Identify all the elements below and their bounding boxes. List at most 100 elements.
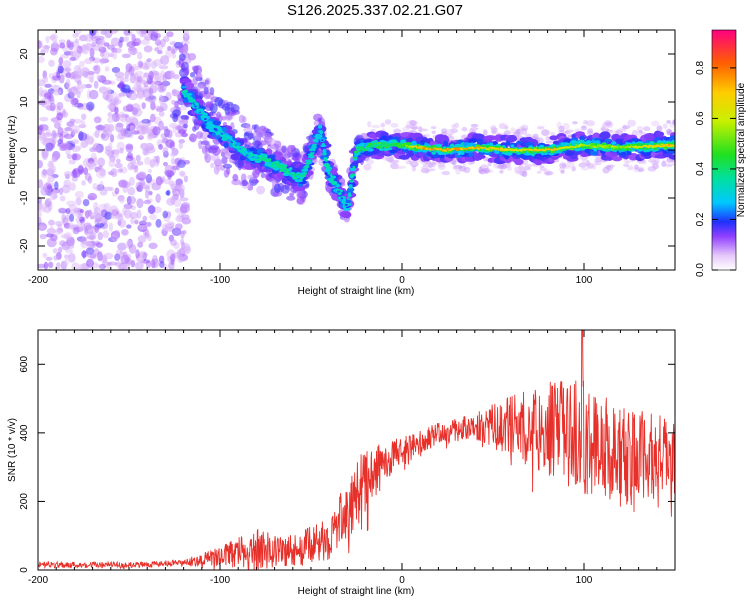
heatmap-cell bbox=[154, 47, 159, 52]
colorbar-gradient bbox=[711, 29, 737, 271]
heatmap-cell bbox=[142, 64, 149, 71]
heatmap-cell bbox=[200, 140, 210, 146]
heatmap-cell bbox=[40, 48, 46, 57]
heatmap-cell bbox=[193, 105, 198, 108]
heatmap-cell bbox=[119, 36, 125, 43]
heatmap-cell bbox=[143, 45, 153, 53]
heatmap-cell bbox=[84, 33, 94, 43]
heatmap-cell bbox=[136, 160, 144, 166]
heatmap-cell bbox=[158, 65, 169, 70]
heatmap-cell bbox=[269, 161, 273, 164]
heatmap-cell bbox=[499, 169, 504, 174]
heatmap-cell bbox=[141, 79, 147, 86]
heatmap-cell bbox=[350, 179, 353, 181]
heatmap-cell bbox=[429, 161, 438, 166]
heatmap-cell bbox=[557, 148, 561, 150]
heatmap-cell bbox=[151, 182, 162, 191]
heatmap-cell bbox=[607, 145, 610, 147]
heatmap-cell bbox=[137, 241, 144, 248]
heatmap-cell bbox=[145, 173, 153, 184]
chart-title: S126.2025.337.02.21.G07 bbox=[287, 2, 463, 19]
heatmap-cell bbox=[95, 242, 104, 248]
heatmap-cell bbox=[130, 260, 136, 268]
heatmap-cell bbox=[140, 39, 150, 46]
heatmap-cell bbox=[143, 199, 152, 205]
heatmap-cell bbox=[149, 113, 156, 123]
heatmap-cell bbox=[389, 149, 398, 154]
heatmap-cell bbox=[452, 165, 457, 171]
heatmap-cell bbox=[602, 124, 608, 128]
heatmap-cell bbox=[125, 144, 134, 153]
heatmap-cell bbox=[123, 209, 132, 219]
heatmap-cell bbox=[120, 181, 131, 189]
x-tick-label: 0 bbox=[399, 275, 405, 286]
heatmap-cell bbox=[668, 154, 675, 160]
heatmap-cell bbox=[560, 170, 565, 174]
heatmap-cell bbox=[126, 196, 137, 205]
heatmap-cell bbox=[161, 137, 169, 144]
heatmap-cell bbox=[484, 169, 489, 174]
heatmap-cell bbox=[84, 136, 95, 145]
heatmap-cell bbox=[78, 132, 88, 141]
heatmap-cell bbox=[612, 156, 623, 162]
heatmap-cell bbox=[293, 185, 306, 192]
heatmap-cell bbox=[586, 120, 595, 127]
heatmap-cell bbox=[185, 93, 189, 96]
heatmap-cell bbox=[66, 121, 75, 127]
heatmap-cell bbox=[510, 144, 515, 148]
heatmap-cell bbox=[498, 123, 505, 130]
heatmap-cell bbox=[367, 121, 372, 128]
heatmap-cell bbox=[164, 169, 173, 176]
heatmap-cell bbox=[42, 45, 51, 50]
heatmap-cell bbox=[166, 197, 176, 206]
heatmap-cell bbox=[189, 72, 196, 78]
heatmap-cell bbox=[146, 58, 152, 63]
heatmap-cell bbox=[383, 144, 386, 146]
heatmap-cell bbox=[161, 175, 166, 181]
heatmap-cell bbox=[63, 254, 70, 259]
heatmap-cell bbox=[44, 83, 52, 88]
heatmap-cell bbox=[180, 214, 190, 220]
heatmap-cell bbox=[94, 218, 100, 225]
heatmap-cell bbox=[117, 83, 126, 88]
heatmap-cell bbox=[56, 112, 63, 121]
heatmap-cell bbox=[345, 206, 349, 209]
heatmap-cell bbox=[627, 148, 632, 151]
heatmap-cell bbox=[183, 175, 188, 183]
heatmap-cell bbox=[151, 30, 159, 35]
heatmap-cell bbox=[68, 222, 74, 231]
heatmap-cell bbox=[463, 166, 471, 174]
heatmap-cell bbox=[417, 146, 420, 149]
heatmap-cell bbox=[81, 44, 90, 55]
heatmap-cell bbox=[515, 128, 521, 134]
heatmap-cell bbox=[101, 79, 112, 85]
heatmap-cell bbox=[480, 144, 485, 148]
heatmap-cell bbox=[181, 241, 186, 250]
heatmap-cell bbox=[222, 163, 233, 169]
heatmap-cell bbox=[43, 92, 52, 99]
heatmap-cell bbox=[638, 129, 643, 134]
heatmap-cell bbox=[178, 44, 185, 54]
heatmap-cell bbox=[524, 163, 533, 168]
heatmap-cell bbox=[202, 112, 208, 117]
heatmap-cell bbox=[148, 87, 154, 96]
heatmap-cell bbox=[399, 142, 403, 145]
heatmap-cell bbox=[116, 262, 124, 270]
heatmap-cell bbox=[197, 69, 202, 78]
heatmap-cell bbox=[261, 132, 272, 140]
heatmap-cell bbox=[141, 118, 151, 124]
colorbar-label: Normalized spectral amplitude bbox=[736, 82, 747, 217]
heatmap-cell bbox=[324, 159, 329, 162]
heatmap-cell bbox=[317, 133, 321, 137]
heatmap-cell bbox=[137, 91, 144, 100]
heatmap-cell bbox=[363, 163, 372, 171]
heatmap-cell bbox=[182, 45, 189, 54]
heatmap-cell bbox=[103, 252, 114, 260]
heatmap-cell bbox=[286, 195, 296, 201]
heatmap-cell bbox=[179, 197, 189, 202]
heatmap-cell bbox=[174, 208, 181, 213]
heatmap-cell bbox=[410, 126, 419, 130]
heatmap-cell bbox=[46, 143, 56, 150]
heatmap-cell bbox=[159, 261, 165, 268]
